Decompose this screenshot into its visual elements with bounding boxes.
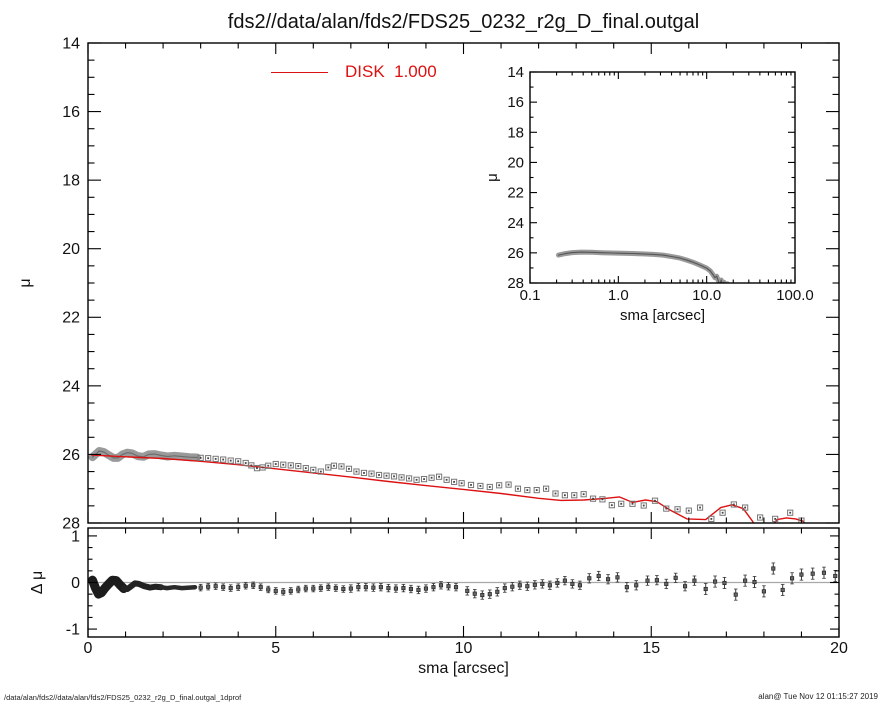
main-y-tick-label: 28 — [62, 515, 80, 532]
residual-x-tick-label: 10 — [455, 640, 473, 657]
residual-y-axis-label: Δ μ — [29, 571, 46, 594]
main-series — [88, 447, 806, 523]
residual-band-3 — [158, 584, 198, 591]
residual-x-tick-label: 20 — [830, 640, 848, 657]
residual-y-tick-label: 1 — [71, 528, 80, 545]
main-y-tick-label: 20 — [62, 241, 80, 258]
main-y-tick-label: 14 — [62, 35, 80, 52]
residual-x-axis-label: sma [arcsec] — [418, 660, 509, 677]
plot-title: fds2//data/alan/fds2/FDS25_0232_r2g_D_fi… — [227, 11, 700, 33]
inset-series — [556, 249, 730, 283]
inset-y-tick-label: 20 — [507, 155, 524, 172]
data-band-centerline — [91, 450, 198, 459]
residual-series — [88, 562, 839, 601]
inset-plot: 0.1 1.0 10.0 100.0 14 16 18 20 22 24 26 28 sma [arcs… — [484, 64, 814, 324]
residual-y-tick-label: -1 — [66, 622, 80, 639]
inset-y-tick-label: 18 — [507, 124, 524, 141]
legend-disk-label: DISK 1.000 — [345, 62, 437, 81]
footer-file-path: /data/alan/fds2//data/alan/fds2/FDS25_02… — [4, 693, 242, 702]
main-axes: 14 16 18 20 22 24 26 28 μ — [17, 35, 840, 532]
inset-x-tick-label: 100.0 — [776, 287, 814, 304]
main-y-tick-label: 18 — [62, 173, 80, 190]
main-y-tick-label: 22 — [62, 310, 80, 327]
main-plot: 14 16 18 20 22 24 26 28 μ — [17, 35, 840, 532]
inset-x-tick-label: 1.0 — [608, 287, 629, 304]
residual-points — [198, 562, 838, 601]
inset-data-centerline — [557, 251, 725, 283]
residual-y-tick-label: 0 — [71, 575, 80, 592]
inset-y-tick-label: 22 — [507, 185, 524, 202]
inset-x-axis-label: sma [arcsec] — [620, 307, 705, 324]
main-y-tick-label: 16 — [62, 104, 80, 121]
main-y-tick-label: 26 — [62, 447, 80, 464]
footer-user-timestamp: alan@ Tue Nov 12 01:15:27 2019 — [758, 692, 878, 701]
residual-band-2 — [120, 580, 165, 592]
residual-x-tick-label: 5 — [271, 640, 280, 657]
inset-x-tick-label: 10.0 — [692, 287, 721, 304]
inset-y-tick-label: 14 — [507, 64, 524, 81]
main-y-tick-label: 24 — [62, 378, 80, 395]
inset-y-tick-label: 28 — [507, 275, 524, 292]
inset-x-tick-label: 0.1 — [520, 287, 541, 304]
residual-x-tick-label: 15 — [642, 640, 660, 657]
residual-band-1 — [88, 575, 129, 599]
inset-y-axis-label: μ — [484, 173, 501, 182]
main-y-axis-label: μ — [17, 278, 34, 287]
legend: DISK 1.000 — [271, 62, 437, 81]
inset-y-tick-label: 26 — [507, 245, 524, 262]
disk-model-line — [91, 454, 806, 523]
inset-axes: 0.1 1.0 10.0 100.0 14 16 18 20 22 24 26 28 sma [arcs… — [484, 64, 814, 324]
legend-disk-line-sample — [271, 71, 328, 73]
inset-y-tick-label: 16 — [507, 94, 524, 111]
data-points — [197, 454, 805, 523]
residual-x-tick-label: 0 — [84, 640, 93, 657]
inset-y-tick-label: 24 — [507, 215, 524, 232]
